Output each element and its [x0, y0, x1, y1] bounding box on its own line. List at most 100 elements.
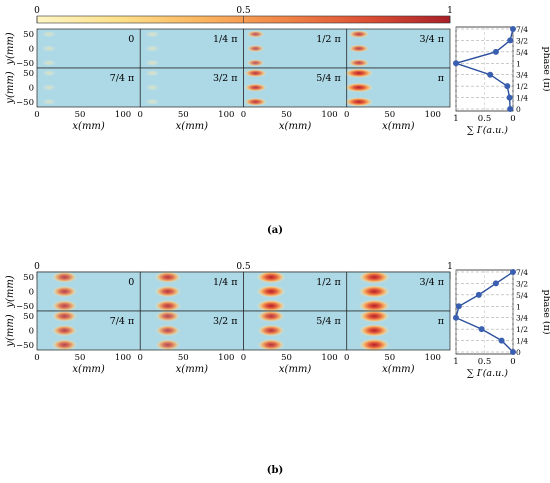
heatmap-tile: 3/2 π — [139, 310, 244, 351]
intensity-point — [504, 83, 511, 90]
phase-label: 5/4 π — [316, 73, 341, 84]
jet-blob — [41, 59, 57, 67]
x-tick-label: 50 — [75, 110, 86, 120]
jet-blob — [51, 285, 78, 298]
side-x-tick-label: 1 — [453, 357, 458, 367]
x-tick-label: 0 — [241, 353, 246, 363]
jet-blob — [344, 97, 374, 107]
jet-blob — [144, 30, 160, 38]
x-tick-label: 100 — [115, 353, 131, 363]
phase-label: 5/4 π — [316, 316, 341, 327]
phase-label: π — [438, 316, 444, 327]
jet-blob — [348, 58, 370, 67]
phase-tick-label: 7/4 — [516, 268, 528, 277]
jet-blob — [51, 300, 78, 312]
panel-b: 0 0.5 10 1/4 π 1/2 π 3/4 π7/4 π 3/2 π 5/4 π π500… — [5, 262, 550, 476]
x-axis-label: x(mm) — [279, 121, 312, 132]
phase-label: 3/2 π — [213, 316, 238, 327]
intensity-point — [492, 48, 499, 55]
phase-label: 0 — [128, 277, 134, 288]
jet-blob — [344, 68, 374, 78]
x-tick-label: 100 — [425, 110, 441, 120]
phase-label: 7/4 π — [110, 316, 135, 327]
jet-blob — [144, 59, 160, 67]
jet-blob — [155, 324, 181, 337]
side-x-tick-label: 0.5 — [478, 114, 492, 124]
jet-blob — [155, 339, 181, 351]
jet-blob — [246, 44, 265, 53]
x-tick-label: 0 — [344, 110, 349, 120]
phase-tick-label: 0 — [516, 105, 521, 114]
phase-tick-label: 5/4 — [516, 291, 528, 300]
heatmap-tile: 3/4 π — [346, 28, 451, 69]
jet-blob — [154, 300, 182, 312]
x-tick-label: 0 — [344, 353, 349, 363]
y-tick-label: 0 — [29, 288, 34, 298]
jet-blob — [51, 339, 78, 351]
intensity-point — [492, 280, 499, 287]
jet-blob — [41, 30, 57, 38]
jet-blob — [145, 84, 160, 91]
intensity-point — [510, 269, 516, 275]
jet-blob — [256, 285, 286, 298]
jet-blob — [244, 97, 268, 106]
phase-tick-label: 1/2 — [516, 325, 528, 334]
phase-label: 0 — [128, 34, 134, 45]
jet-blob — [144, 45, 160, 52]
phase-label: 1/2 π — [316, 34, 341, 45]
intensity-point — [510, 349, 516, 355]
phase-tick-label: 3/2 — [516, 36, 528, 45]
jet-blob — [358, 338, 390, 352]
intensity-point — [478, 326, 485, 333]
x-tick-label: 100 — [218, 353, 234, 363]
jet-blob — [246, 30, 265, 38]
jet-blob — [51, 310, 78, 322]
y-tick-label: 50 — [23, 30, 34, 40]
x-tick-label: 50 — [281, 110, 292, 120]
phase-tick-label: 1/4 — [516, 94, 528, 103]
jet-blob — [358, 299, 390, 313]
phase-tick-label: 3/2 — [516, 279, 528, 288]
y-tick-label: 0 — [29, 45, 34, 55]
y-axis-label: y(mm) — [5, 71, 16, 105]
heatmap-tile: 1/2 π — [243, 271, 348, 312]
y-axis-label: y(mm) — [5, 32, 16, 66]
jet-blob — [145, 69, 160, 77]
x-axis-label: x(mm) — [72, 364, 105, 375]
jet-blob — [344, 82, 374, 93]
jet-blob — [246, 59, 265, 67]
jet-blob — [358, 270, 390, 284]
side-x-tick-label: 0.5 — [478, 357, 492, 367]
phase-tick-label: 3/4 — [516, 314, 528, 323]
heatmap-tile: 7/4 π — [36, 310, 141, 351]
heatmap-tile: 0 — [36, 271, 141, 312]
x-axis-label: x(mm) — [382, 364, 415, 375]
jet-blob — [244, 69, 268, 78]
x-tick-label: 50 — [75, 353, 86, 363]
phase-label: 7/4 π — [110, 73, 135, 84]
jet-blob — [42, 98, 57, 106]
x-tick-label: 0 — [138, 110, 143, 120]
heatmap-tile: 5/4 π — [243, 310, 348, 351]
jet-blob — [42, 84, 57, 91]
intensity-point — [507, 106, 514, 112]
x-tick-label: 100 — [425, 353, 441, 363]
x-axis-label: x(mm) — [382, 121, 415, 132]
side-x-tick-label: 0 — [510, 114, 515, 124]
intensity-point — [475, 291, 482, 298]
x-axis-label: x(mm) — [176, 364, 209, 375]
jet-blob — [244, 83, 268, 92]
jet-blob — [348, 44, 370, 53]
y-axis-label: y(mm) — [5, 314, 16, 348]
jet-blob — [51, 324, 78, 337]
jet-blob — [257, 310, 285, 323]
side-y-axis-label: phase (π) — [541, 46, 550, 91]
jet-blob — [256, 271, 286, 284]
phase-tick-label: 5/4 — [516, 48, 528, 57]
heatmap-tile: π — [346, 309, 451, 352]
phase-tick-label: 3/4 — [516, 71, 528, 80]
x-tick-label: 0 — [34, 110, 39, 120]
jet-blob — [257, 324, 285, 337]
intensity-point — [487, 71, 494, 78]
